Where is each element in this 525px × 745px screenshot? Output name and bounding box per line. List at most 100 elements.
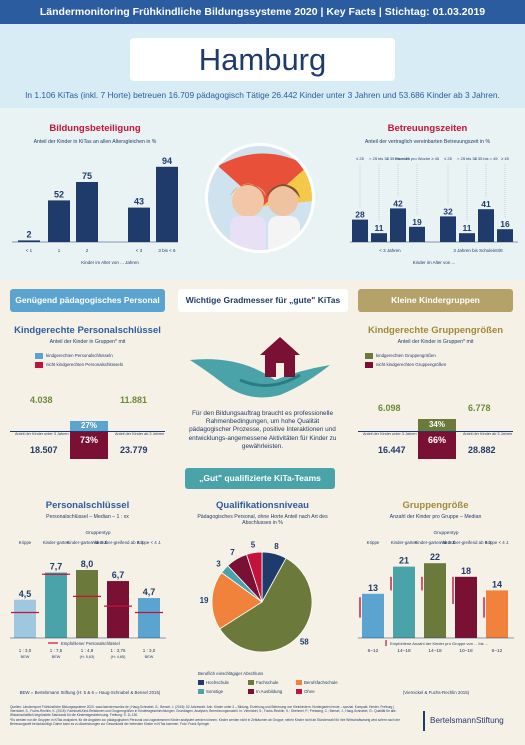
data-label: 32 <box>443 206 453 216</box>
page-title: Hamburg <box>198 42 327 77</box>
legend-bad-label: nicht kindgerechten Personalschlüsseln <box>46 362 124 367</box>
bar-bad-groups <box>418 432 456 459</box>
bar <box>352 219 368 242</box>
baseline <box>10 431 165 432</box>
gruppengroessen-kindgerecht-chart: 6.098 6.778 34% 66% Anteil der Kinder un… <box>358 395 513 465</box>
legend-swatch-berufsfachschule <box>296 680 302 685</box>
column-label: Krippe < 4 J. <box>485 540 510 545</box>
data-label: 13 <box>368 583 378 593</box>
data-label: 11 <box>463 223 472 233</box>
data-label: 16 <box>500 219 510 229</box>
column-label: Krippe < 4 J. <box>137 540 162 545</box>
legend-label: Empfohlene Anzahl der Kinder pro Gruppe … <box>390 641 488 646</box>
tick-ab3-groups: Anteil der Kinder ab 3 Jahren <box>463 432 513 436</box>
children-illustration-icon <box>208 146 312 250</box>
gruppengroessen-kindgerecht-subtitle: Anteil der Kinder in Gruppen* mit <box>397 339 474 345</box>
data-label: 7,7 <box>50 562 63 572</box>
legend-swatch-ohne <box>296 689 302 694</box>
legend-good-groups-label: kindgerechten Gruppengrößen <box>376 353 436 358</box>
slice-label: 58 <box>300 638 309 647</box>
personalschluessel-kindgerecht-chart: 4.038 11.881 27% 73% Anteil der Kinder u… <box>10 395 165 465</box>
bar <box>393 566 415 638</box>
data-label: 21 <box>399 556 409 566</box>
slice-label: 8 <box>274 542 279 551</box>
slice-label: 3 <box>216 560 221 569</box>
bildungsbeteiligung-title: Bildungsbeteiligung <box>49 123 141 134</box>
header-label: ≤ 25 <box>444 156 453 161</box>
header-label: > 35 bis < 45 <box>386 156 410 161</box>
tick-u3-groups: Anteil der Kinder unter 3 Jahren <box>363 432 417 436</box>
qualifikation-title: Qualifikationsniveau <box>216 500 309 511</box>
personalschluessel-source: BEW = Bertelsmann Stiftung (H: 5 & 6 = H… <box>19 690 161 695</box>
group-label: Gruppentyp <box>433 530 458 536</box>
tick-label: < 3 <box>136 248 143 253</box>
gruppengroesse-chart: Gruppentyp Krippe 13 6–12 Kinder-garten 21 14–… <box>358 530 514 654</box>
pie-slice <box>219 557 313 653</box>
header-label: > 35 bis < 45 <box>474 156 498 161</box>
qualifikation-legend: Hochschule Fachschule Berufsfachschule S… <box>198 680 343 700</box>
slice-label: 7 <box>230 548 235 557</box>
pill-personal: Genügend pädagogisches Personal <box>10 289 165 312</box>
pill-gradmesser: Wichtige Gradmesser für „gute" KiTas <box>178 289 348 312</box>
bar <box>371 233 387 242</box>
value-u3-bad-groups: 16.447 <box>378 445 406 455</box>
qualifikation-subtitle: Pädagogisches Personal, ohne Horte Antei… <box>197 514 328 526</box>
column-label: Kinder-garten ab 2 J. <box>66 540 107 545</box>
gruppengroesse-title: Gruppengröße <box>402 500 469 511</box>
personalschluessel-chart: Gruppentyp Krippe 4,5 1 : 3,0 BEW Kinder-gart… <box>10 530 166 659</box>
legend-berufsfachschule: Berufsfachschule <box>304 680 338 685</box>
bar <box>18 240 40 242</box>
column-label: Altersüber-greifend ab 0 J. <box>92 540 144 545</box>
bar <box>76 570 98 638</box>
bar <box>486 590 508 638</box>
data-label: 11 <box>375 223 384 233</box>
bottom-sub-label: (H: 4,65) <box>111 655 127 659</box>
data-label: 42 <box>393 198 403 208</box>
range-label: 6–12 <box>368 648 379 654</box>
personalschluessel-title: Personalschlüssel <box>45 500 130 511</box>
bar <box>497 229 513 242</box>
footer-notes-text: *Es werden nur die Gruppen in KiTas anal… <box>10 717 400 726</box>
bar-bad <box>70 432 108 459</box>
data-label: 6,7 <box>112 570 125 580</box>
legend-ausbildung: In Ausbildung <box>256 689 283 694</box>
column-label: Kinder-garten ab 2 J. <box>414 540 455 545</box>
pill-qualifizierte-teams: „Gut" qualifizierte KiTa-Teams <box>185 468 335 489</box>
bottom-label: 1 : 3,0 <box>143 648 156 653</box>
column-label: Altersüber-greifend ab 0 J. <box>440 540 492 545</box>
gruppengroesse-source: (Viernickel & Fuchs-Rechlin 2015) <box>402 690 470 695</box>
bottom-sub-label: BEW <box>52 655 61 659</box>
data-label: 94 <box>162 156 172 166</box>
data-label: 41 <box>481 199 491 209</box>
x-axis-label: Kinder im Alter von ... Jahren <box>81 260 139 265</box>
pie-slice <box>211 572 263 630</box>
baseline-groups <box>358 431 513 432</box>
tick-label: 1 <box>58 248 61 253</box>
value-u3-good-groups: 6.098 <box>378 403 401 413</box>
legend-swatch-bad-groups <box>365 362 373 368</box>
column-label: Krippe <box>19 540 32 545</box>
data-label: 8,0 <box>81 559 94 569</box>
data-label: 75 <box>82 171 92 181</box>
bottom-sub-label: BEW <box>145 655 154 659</box>
betreuungszeiten-title: Betreuungszeiten <box>387 123 468 134</box>
bertelsmann-logo: BertelsmannStiftung <box>423 711 515 731</box>
top-banner: Ländermonitoring Frühkindliche Bildungss… <box>0 0 525 24</box>
bar <box>390 208 406 242</box>
group-label: < 3 Jahren <box>379 248 401 253</box>
data-label: 28 <box>355 210 365 220</box>
bar <box>138 598 160 638</box>
personalschluessel-kindgerecht-subtitle: Anteil der Kinder in Gruppen* mit <box>49 339 126 345</box>
bar <box>156 166 178 242</box>
children-photo <box>205 143 315 253</box>
legend-ohne: Ohne <box>304 689 315 694</box>
column-label: Krippe <box>367 540 380 545</box>
data-label: 22 <box>430 552 440 562</box>
legend-swatch-bad <box>35 362 43 368</box>
value-ab3-bad: 23.779 <box>120 445 148 455</box>
column-label: Kinder-garten <box>43 540 70 545</box>
pct-good-groups: 34% <box>428 420 445 429</box>
bildungsbeteiligung-chart: 2 < 1 52 1 75 2 43 < 3 94 3 bis < 6 Kinder im Alte… <box>12 156 178 265</box>
data-label: 2 <box>26 229 31 239</box>
header-label: ≥ 45 <box>501 156 510 161</box>
